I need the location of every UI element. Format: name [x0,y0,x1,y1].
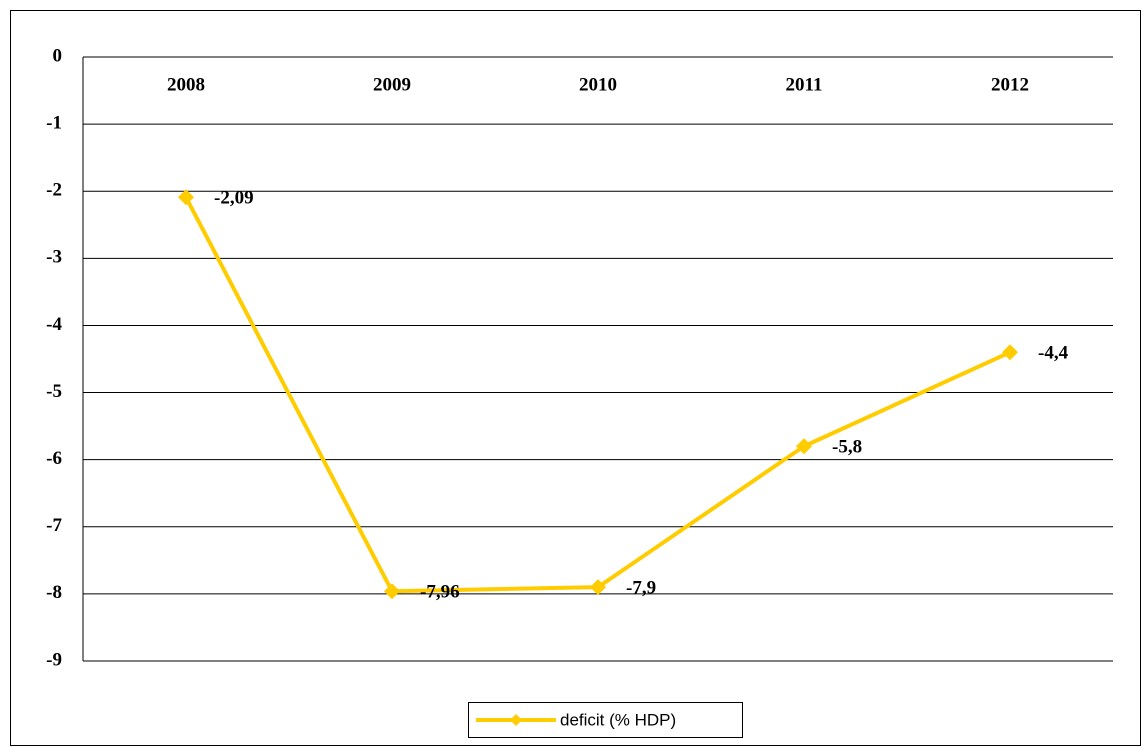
data-label: -7,9 [626,578,656,599]
x-tick-label: 2009 [373,74,411,95]
marker [590,579,606,596]
x-tick-label: 2008 [167,74,205,95]
data-label: -5,8 [832,437,862,458]
y-tick-label: -9 [46,649,62,670]
y-tick-label: -5 [46,381,62,402]
y-tick-label: -3 [46,247,62,268]
x-tick-label: 2010 [579,74,617,95]
x-tick-label: 2011 [786,74,823,95]
data-label: -2,09 [214,188,254,209]
data-label: -4,4 [1038,343,1069,364]
y-tick-label: -6 [46,448,62,469]
y-tick-label: -4 [46,314,62,335]
data-label: -7,96 [420,582,460,603]
legend-label: deficit (% HDP) [560,710,676,729]
marker [796,438,812,455]
y-tick-label: -2 [46,180,62,201]
y-tick-label: -7 [46,515,62,536]
y-tick-label: -8 [46,582,62,603]
chart-border [10,10,1141,746]
legend-marker [510,714,522,726]
marker [178,189,194,206]
y-tick-label: 0 [53,45,63,66]
marker [1002,344,1018,361]
y-tick-label: -1 [46,112,62,133]
marker [384,583,400,600]
x-tick-label: 2012 [991,74,1029,95]
